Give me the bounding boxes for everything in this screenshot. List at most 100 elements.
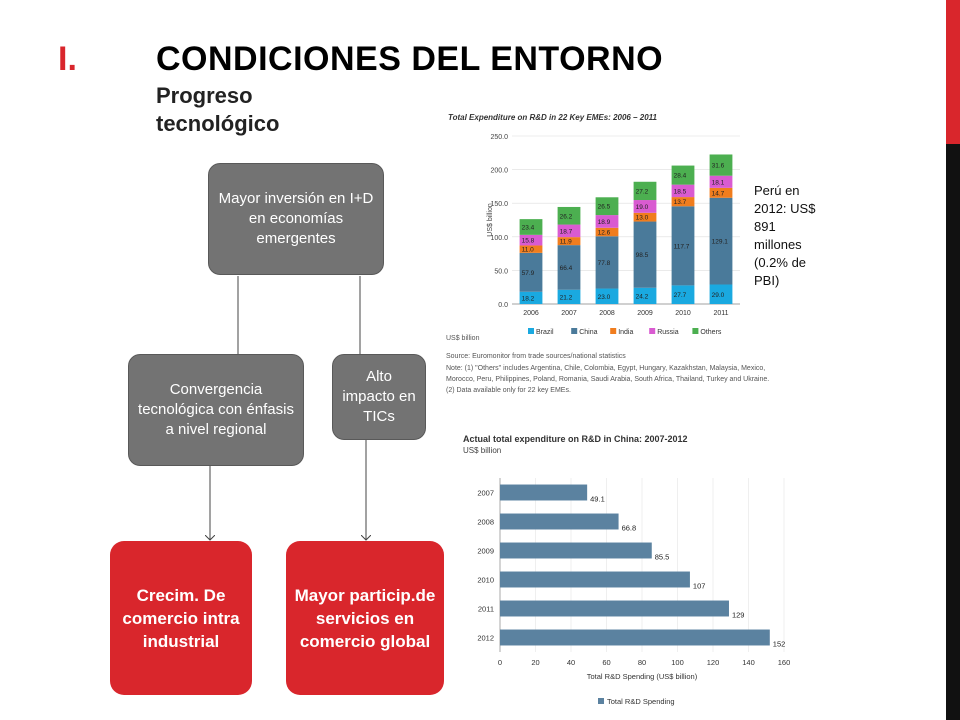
chart2-xtick-label: 20 <box>531 658 539 667</box>
chart1-legend-label: China <box>579 329 597 336</box>
chart2-xlabel: Total R&D Spending (US$ billion) <box>587 672 698 681</box>
chart1-note-1: Note: (1) "Others" includes Argentina, C… <box>446 365 766 372</box>
chart1-legend-label: Russia <box>657 329 679 336</box>
chart1-value-label: 11.9 <box>560 239 573 246</box>
chart1-bar-segment <box>671 206 695 286</box>
chart2-xtick-label: 40 <box>567 658 575 667</box>
chart1-value-label: 24.2 <box>636 293 649 300</box>
chart2-value-label: 85.5 <box>655 552 670 561</box>
chart2-title: Actual total expenditure on R&D in China… <box>463 434 688 444</box>
chart2-value-label: 49.1 <box>590 494 605 503</box>
chart2-xtick-label: 100 <box>671 658 684 667</box>
chart1-value-label: 23.4 <box>522 224 535 231</box>
chart1-bar-segment <box>671 184 695 198</box>
chart1-value-label: 31.6 <box>712 163 725 170</box>
chart1-bar-segment <box>595 197 619 216</box>
chart2-ytick-label: 2010 <box>477 576 494 585</box>
chart2-xtick-label: 80 <box>638 658 646 667</box>
chart2-ytick-label: 2008 <box>477 518 494 527</box>
chart1-legend-label: Others <box>700 329 722 336</box>
chart1-legend-swatch <box>528 328 534 334</box>
chart1-value-label: 117.7 <box>674 243 690 250</box>
chart2-xtick-label: 120 <box>707 658 720 667</box>
chart2-legend-label: Total R&D Spending <box>607 697 675 706</box>
chart1-value-label: 21.2 <box>560 294 573 301</box>
chart1-ytick-label: 200.0 <box>490 168 508 175</box>
chart1-bar-segment <box>519 234 543 246</box>
chart1-bar-segment <box>557 289 581 304</box>
accent-bar-red <box>946 0 960 144</box>
chart1-title: Total Expenditure on R&D in 22 Key EMEs:… <box>448 113 658 122</box>
chart1-ytick-label: 50.0 <box>494 268 508 275</box>
chart1-bar-segment <box>709 154 733 176</box>
chart2-xtick-label: 140 <box>742 658 755 667</box>
chart1-bar-segment <box>709 197 733 285</box>
chart2-xtick-label: 0 <box>498 658 502 667</box>
slide-title: CONDICIONES DEL ENTORNO <box>156 40 664 78</box>
chart1-value-label: 28.4 <box>674 173 687 180</box>
chart1-value-label: 26.5 <box>598 204 611 211</box>
chart2-bar <box>500 484 588 501</box>
chart2-legend-swatch <box>598 698 604 704</box>
chart1-value-label: 18.5 <box>674 188 687 195</box>
chart1-legend-label: India <box>618 329 633 336</box>
box-investment-text: Mayor inversión en I+D en economías emer… <box>218 190 374 247</box>
chart1-value-label: 57.9 <box>522 270 535 277</box>
chart2-value-label: 107 <box>693 581 706 590</box>
chart1-note-2: Morocco, Peru, Philippines, Poland, Roma… <box>446 376 770 383</box>
chart1-value-label: 26.2 <box>560 213 573 220</box>
chart1-note-3: (2) Data available only for 22 key EMEs. <box>446 387 571 394</box>
chart1-value-label: 27.7 <box>674 292 687 299</box>
horizontal-bar-chart: 0 20 40 60 80 100 120 140 160 2007 49.1 2008 66.8 200… <box>477 478 791 706</box>
chart1-bar-segment <box>633 181 657 201</box>
chart2-bar <box>500 629 770 646</box>
chart1-xtick-label: 2011 <box>713 310 728 317</box>
chart1-bar-segment <box>709 284 733 304</box>
chart1-value-label: 29.0 <box>712 292 725 299</box>
chart1-ytick-label: 250.0 <box>490 134 508 141</box>
chart1-source: Source: Euromonitor from trade sources/n… <box>446 353 626 360</box>
chart2-bar <box>500 513 619 530</box>
chart1-bar-segment <box>633 212 657 222</box>
chart1-bar-segment <box>595 215 619 228</box>
chart2-ytick-label: 2007 <box>477 489 494 498</box>
box-convergence: Convergencia tecnológica con énfasis a n… <box>128 354 304 466</box>
chart1-ylabel: US$ billion <box>487 203 494 237</box>
chart1-value-label: 23.0 <box>598 294 611 301</box>
chart1-legend-swatch <box>692 328 699 334</box>
chart1-bar-segment <box>519 291 543 304</box>
chart2-bar <box>500 542 652 559</box>
chart1-bar-segment <box>557 206 581 225</box>
box-services-participation: Mayor particip.de servicios en comercio … <box>286 541 444 695</box>
chart1-value-label: 14.7 <box>712 190 725 197</box>
chart1-legend-swatch <box>649 328 656 334</box>
chart2-xtick-label: 160 <box>778 658 791 667</box>
box-convergence-text: Convergencia tecnológica con énfasis a n… <box>138 381 294 438</box>
chart1-value-label: 77.8 <box>598 260 611 267</box>
chart2-value-label: 129 <box>732 610 745 619</box>
chart1-bar-segment <box>671 285 695 304</box>
chart1-xtick-label: 2006 <box>523 310 539 317</box>
chart1-bar-segment <box>671 165 695 185</box>
stacked-bar-chart: Total Expenditure on R&D in 22 Key EMEs:… <box>448 113 740 336</box>
chart1-value-label: 11.0 <box>522 247 535 254</box>
box-services-participation-text: Mayor particip.de servicios en comercio … <box>294 585 436 651</box>
chart1-bar-segment <box>709 187 733 198</box>
chart2-value-label: 152 <box>773 639 786 648</box>
chart2-bar <box>500 571 690 588</box>
chart1-value-label: 27.2 <box>636 188 649 195</box>
peru-note: Perú en 2012: US$ 891 millones (0.2% de … <box>754 183 816 288</box>
chart1-value-label: 13.7 <box>674 199 687 206</box>
chart2-value-label: 66.8 <box>622 523 637 532</box>
box-tic-impact-text: Alto impacto en TICs <box>342 368 416 425</box>
chart1-bar-segment <box>671 197 695 207</box>
chart1-ytick-label: 0.0 <box>498 302 508 309</box>
chart1-bar-segment <box>557 224 581 238</box>
chart1-xtick-label: 2008 <box>599 310 615 317</box>
chart1-bar-segment <box>633 221 657 288</box>
chart1-value-label: 18.9 <box>598 219 611 226</box>
slide-subtitle: Progreso tecnológico <box>156 83 280 136</box>
chart2-xtick-label: 60 <box>602 658 610 667</box>
chart1-value-label: 19.0 <box>636 204 649 211</box>
chart1-bar-segment <box>633 287 657 304</box>
